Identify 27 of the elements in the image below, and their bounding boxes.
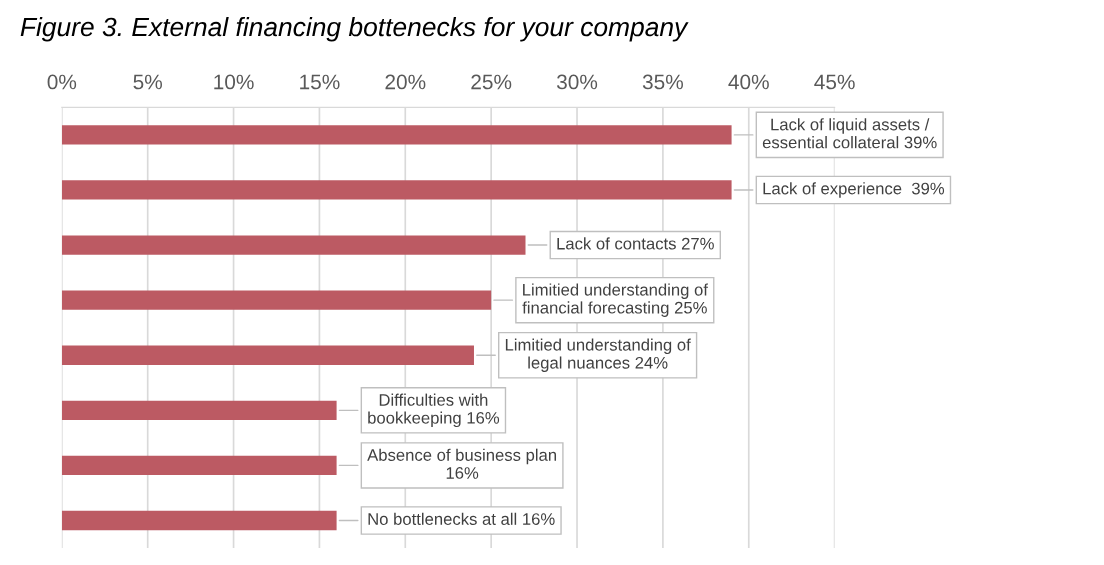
x-tick-label: 0% [47,74,77,90]
x-tick-label: 20% [385,74,426,90]
bar [61,345,474,365]
x-tick-label: 5% [133,74,163,90]
x-tick-label: 15% [300,74,340,90]
data-label: Lack of contacts 27% [557,237,714,250]
chart-title: Figure 3. External financing bottenecks for your company [20,16,689,42]
data-label: Absence of business plan 16% [367,448,557,479]
data-label: Difficulties with bookkeeping 16% [368,393,500,428]
data-label: No bottlenecks at all 16% [368,512,555,525]
x-tick-label: 25% [471,74,512,90]
data-label: Limitied understanding of financial forecasting 25% [522,283,708,317]
bar [61,400,337,420]
x-tick-label: 10% [214,74,254,90]
bar [61,510,337,531]
bar [61,455,337,476]
bar [61,125,732,145]
data-label: Limitied understanding of legal nuances 24% [505,338,691,372]
x-tick-label: 30% [556,74,598,90]
x-tick-label: 45% [814,74,855,90]
bar [61,290,492,310]
bar [61,180,732,200]
data-label: Lack of experience 39% [763,182,945,198]
x-tick-label: 35% [642,74,683,90]
x-tick-label: 40% [728,74,769,90]
data-label: Lack of liquid assets / essential collateral 39% [762,118,937,149]
bar [61,235,526,255]
